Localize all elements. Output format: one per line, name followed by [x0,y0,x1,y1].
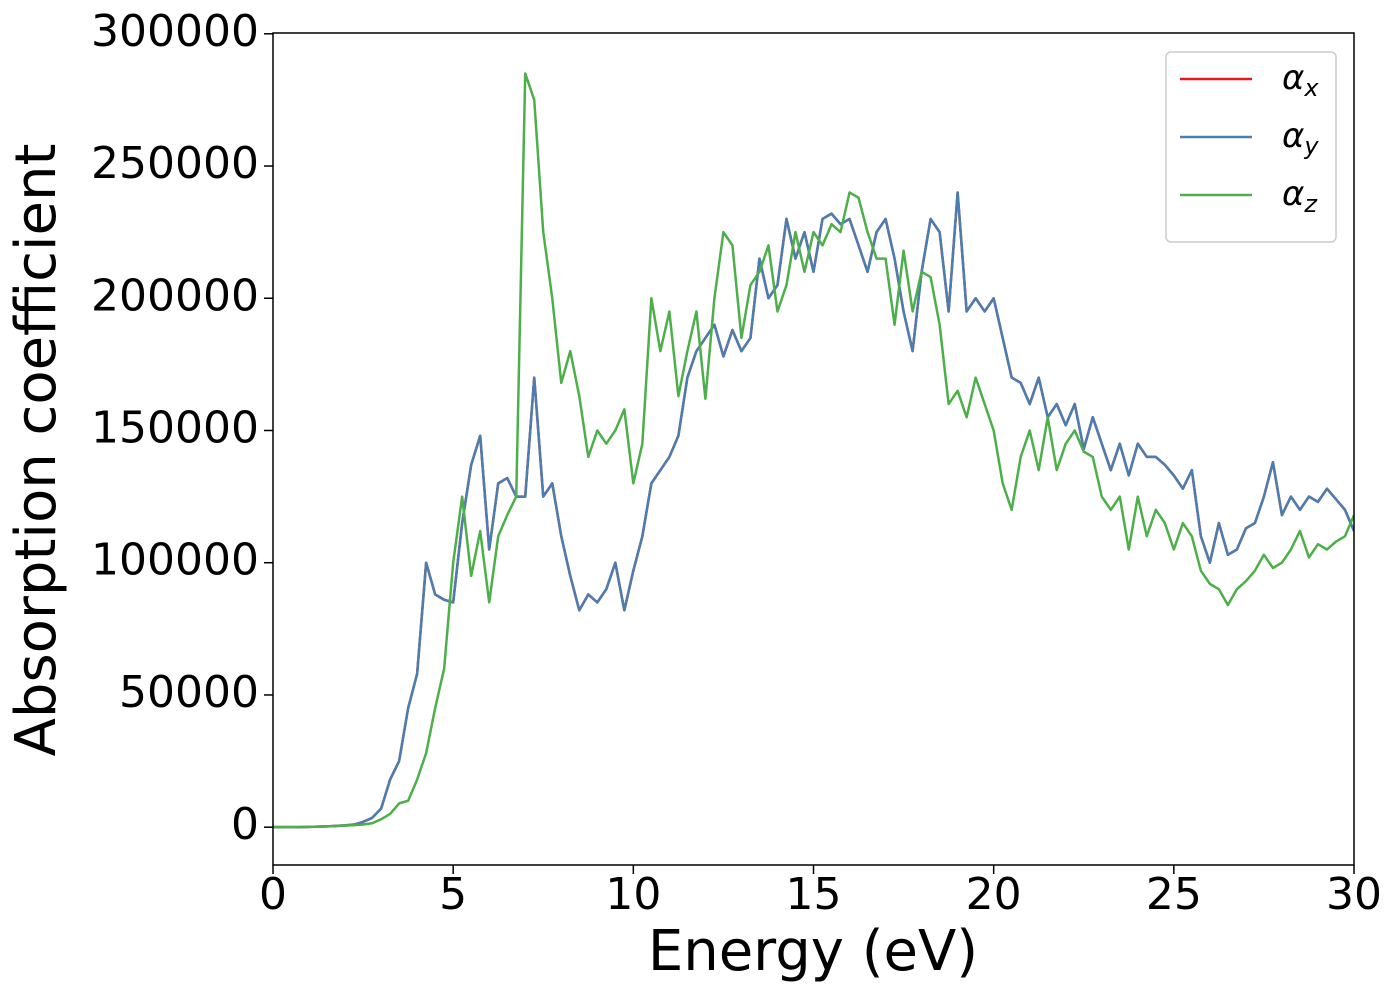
y-tick-label: 150000 [91,402,259,453]
plot-lines [273,72,1354,829]
x-tick-label: 30 [1326,869,1382,920]
y-tick-label: 300000 [91,6,259,57]
x-tick-label: 20 [966,869,1022,920]
x-tick-label: 10 [605,869,661,920]
y-tick-label: 0 [231,799,259,850]
x-tick-label: 15 [786,869,842,920]
series-line [273,191,1354,829]
x-tick-label: 0 [259,869,287,920]
legend-label: αy [1282,116,1319,161]
x-tick-label: 5 [439,869,467,920]
y-tick-label: 100000 [91,535,259,586]
legend-label: αz [1282,174,1318,219]
x-axis-label: Energy (eV) [648,919,978,984]
y-tick-label: 250000 [91,138,259,189]
series-line [273,72,1354,829]
y-tick-label: 200000 [91,270,259,321]
legend-label: αx [1282,58,1319,103]
y-tick-label: 50000 [119,667,259,718]
series-line [273,191,1354,829]
plot-frame [272,32,1355,866]
y-axis-label: Absorption coefficient [4,144,69,757]
x-tick-label: 25 [1146,869,1202,920]
